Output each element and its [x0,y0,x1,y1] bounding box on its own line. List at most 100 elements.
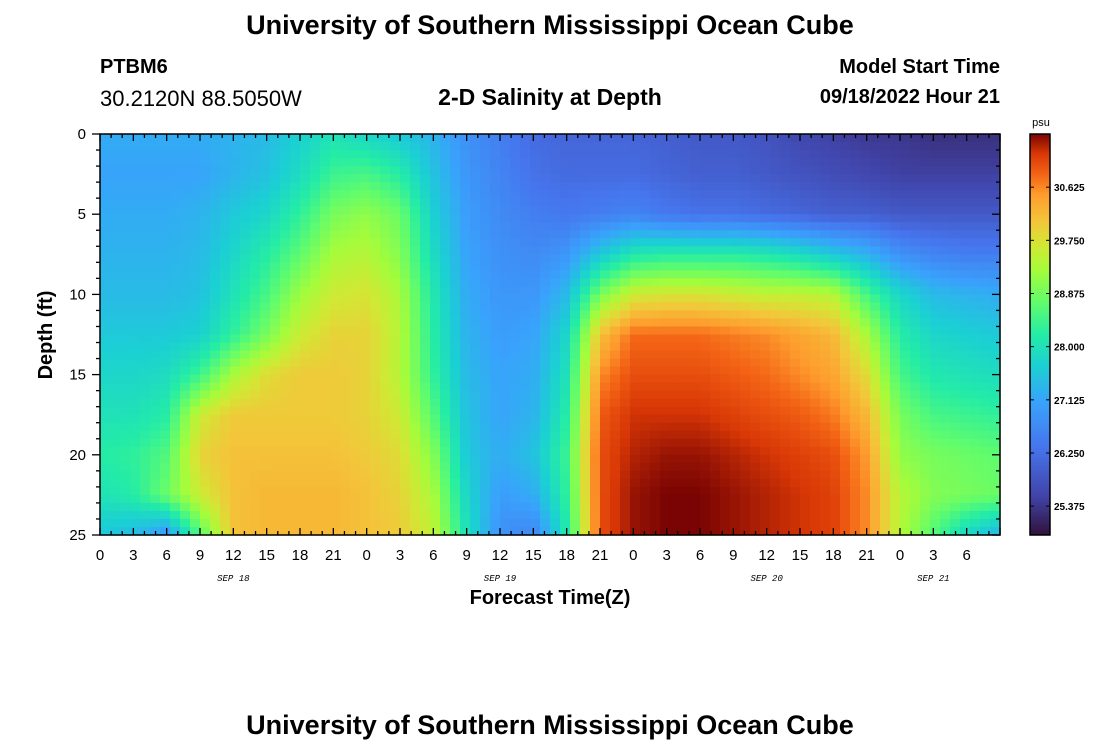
heatmap-cell [490,158,501,167]
heatmap-cell [780,430,791,440]
heatmap-cell [690,166,701,175]
heatmap-cell [150,302,161,312]
heatmap-cell [410,510,421,520]
heatmap-cell [100,342,111,352]
heatmap-cell [710,494,721,504]
heatmap-cell [740,142,751,151]
heatmap-cell [170,278,181,287]
x-tick-label: 6 [962,547,970,564]
heatmap-cell [800,214,811,223]
heatmap-cell [890,302,901,312]
heatmap-cell [390,294,401,304]
heatmap-cell [140,302,151,312]
heatmap-cell [950,134,961,143]
heatmap-cell [630,246,641,255]
heatmap-cell [600,478,611,488]
heatmap-cell [900,206,911,215]
heatmap-cell [230,198,241,207]
heatmap-cell [720,334,731,344]
heatmap-cell [990,478,1001,488]
heatmap-cell [630,302,641,312]
heatmap-cell [310,190,321,199]
heatmap-cell [940,286,951,295]
heatmap-cell [430,206,441,215]
heatmap-cell [120,438,131,448]
heatmap-cell [170,174,181,183]
heatmap-cell [890,334,901,344]
heatmap-cell [360,334,371,344]
heatmap-cell [440,358,451,368]
heatmap-cell [150,214,161,223]
heatmap-cell [480,150,491,159]
heatmap-cell [380,366,391,376]
x-tick-label: 15 [525,547,542,564]
heatmap-cell [380,406,391,416]
heatmap-cell [110,182,121,191]
heatmap-cell [840,174,851,183]
heatmap-cell [850,454,861,464]
heatmap-cell [300,286,311,295]
heatmap-cell [820,486,831,496]
heatmap-cell [890,174,901,183]
heatmap-cell [100,310,111,320]
heatmap-cell [710,502,721,512]
heatmap-cell [790,334,801,344]
heatmap-cell [240,174,251,183]
heatmap-cell [200,430,211,440]
heatmap-cell [800,430,811,440]
heatmap-cell [940,430,951,440]
heatmap-cell [790,262,801,271]
heatmap-cell [250,446,261,456]
heatmap-cell [880,326,891,336]
heatmap-cell [760,518,771,528]
heatmap-cell [830,342,841,352]
heatmap-cell [920,414,931,424]
heatmap-cell [650,262,661,271]
heatmap-cell [870,206,881,215]
heatmap-cell [790,486,801,496]
heatmap-cell [210,414,221,424]
heatmap-cell [640,310,651,320]
heatmap-cell [100,294,111,304]
heatmap-cell [780,310,791,320]
heatmap-cell [150,286,161,295]
heatmap-cell [110,278,121,287]
heatmap-cell [250,246,261,255]
heatmap-cell [820,174,831,183]
heatmap-cell [890,230,901,239]
heatmap-cell [210,350,221,360]
heatmap-cell [250,382,261,392]
heatmap-cell [760,390,771,400]
heatmap-cell [520,174,531,183]
heatmap-cell [900,150,911,159]
heatmap-cell [630,238,641,247]
heatmap-cell [820,134,831,143]
heatmap-cell [910,486,921,496]
heatmap-cell [480,454,491,464]
heatmap-cell [360,422,371,432]
heatmap-cell [980,142,991,151]
heatmap-cell [220,190,231,199]
heatmap-cell [170,222,181,231]
heatmap-cell [580,382,591,392]
heatmap-cell [950,318,961,328]
heatmap-cell [440,430,451,440]
heatmap-cell [350,494,361,504]
heatmap-cell [770,214,781,223]
heatmap-cell [450,166,461,175]
heatmap-cell [190,478,201,488]
x-tick-label: 3 [396,547,404,564]
heatmap-cell [250,494,261,504]
heatmap-cell [920,406,931,416]
heatmap-cell [610,430,621,440]
heatmap-cell [380,302,391,312]
heatmap-cell [760,182,771,191]
heatmap-cell [870,318,881,328]
heatmap-cell [540,518,551,528]
heatmap-cell [500,214,511,223]
heatmap-cell [570,470,581,480]
heatmap-cell [130,198,141,207]
heatmap-cell [920,214,931,223]
heatmap-cell [420,422,431,432]
heatmap-cell [790,318,801,328]
